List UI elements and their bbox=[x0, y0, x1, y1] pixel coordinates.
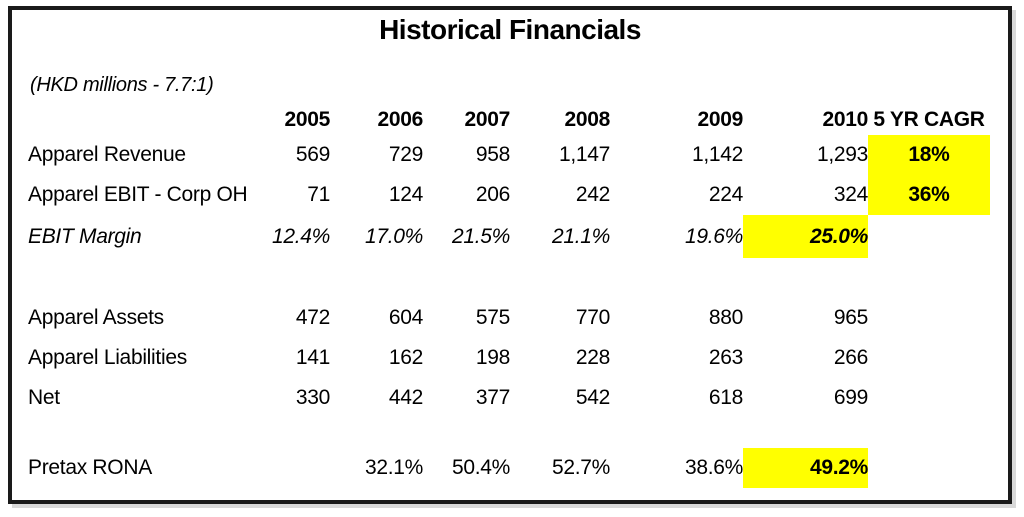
value-cell: 472 bbox=[295, 306, 330, 329]
year-header-2008: 2008 bbox=[564, 107, 610, 131]
row-apparel-liabilities: Apparel Liabilities 141 162 198 228 263 … bbox=[28, 338, 990, 378]
value-cell bbox=[270, 448, 330, 488]
historical-financials-table: 2005 2006 2007 2008 2009 2010 5 YR CAGR … bbox=[28, 104, 990, 488]
row-apparel-revenue: Apparel Revenue 569 729 958 1,147 1,142 … bbox=[28, 135, 990, 175]
rona-highlight-cell: 49.2% bbox=[743, 448, 868, 488]
year-header-2007: 2007 bbox=[464, 107, 510, 131]
header-spacer bbox=[28, 104, 270, 135]
row-label: Net bbox=[28, 386, 60, 409]
value-cell: 880 bbox=[708, 306, 743, 329]
value-cell: 263 bbox=[708, 346, 743, 369]
value-cell: 442 bbox=[388, 386, 423, 409]
year-header-2005: 2005 bbox=[284, 107, 330, 131]
year-header-row: 2005 2006 2007 2008 2009 2010 5 YR CAGR bbox=[28, 104, 990, 135]
value-cell: 21.5% bbox=[451, 224, 510, 248]
value-cell: 266 bbox=[833, 346, 868, 369]
value-cell: 1,142 bbox=[691, 143, 743, 166]
row-label: Apparel Revenue bbox=[28, 143, 186, 166]
value-cell: 198 bbox=[475, 346, 510, 369]
value-cell: 242 bbox=[575, 183, 610, 206]
value-cell: 770 bbox=[575, 306, 610, 329]
row-ebit-margin: EBIT Margin 12.4% 17.0% 21.5% 21.1% 19.6… bbox=[28, 215, 990, 258]
value-cell: 1,293 bbox=[816, 143, 868, 166]
spacer-row bbox=[28, 258, 990, 298]
value-cell bbox=[868, 378, 990, 418]
row-net: Net 330 442 377 542 618 699 bbox=[28, 378, 990, 418]
row-label: Apparel EBIT - Corp OH bbox=[28, 183, 248, 206]
row-pretax-rona: Pretax RONA 32.1% 50.4% 52.7% 38.6% 49.2… bbox=[28, 448, 990, 488]
units-note: (HKD millions - 7.7:1) bbox=[30, 74, 214, 96]
cagr-highlight-cell: 36% bbox=[868, 175, 990, 215]
row-label: Apparel Liabilities bbox=[28, 346, 187, 369]
value-cell: 958 bbox=[475, 143, 510, 166]
year-header-2010: 2010 bbox=[822, 107, 868, 131]
value-cell: 21.1% bbox=[551, 224, 610, 248]
value-cell bbox=[868, 215, 990, 258]
value-cell: 141 bbox=[295, 346, 330, 369]
value-cell: 12.4% bbox=[271, 224, 330, 248]
year-header-2009: 2009 bbox=[697, 107, 743, 131]
cagr-highlight-cell: 18% bbox=[868, 135, 990, 175]
value-cell: 50.4% bbox=[451, 456, 510, 479]
value-cell: 38.6% bbox=[684, 456, 743, 479]
value-cell: 604 bbox=[388, 306, 423, 329]
value-cell: 162 bbox=[388, 346, 423, 369]
row-apparel-ebit: Apparel EBIT - Corp OH 71 124 206 242 22… bbox=[28, 175, 990, 215]
table-border-frame: Historical Financials (HKD millions - 7.… bbox=[8, 6, 1012, 504]
value-cell: 377 bbox=[475, 386, 510, 409]
row-label: Pretax RONA bbox=[28, 456, 152, 479]
value-cell: 575 bbox=[475, 306, 510, 329]
value-cell: 569 bbox=[295, 143, 330, 166]
value-cell: 32.1% bbox=[364, 456, 423, 479]
value-cell: 324 bbox=[833, 183, 868, 206]
value-cell: 1,147 bbox=[558, 143, 610, 166]
value-cell: 52.7% bbox=[551, 456, 610, 479]
value-cell: 206 bbox=[475, 183, 510, 206]
value-cell: 618 bbox=[708, 386, 743, 409]
row-apparel-assets: Apparel Assets 472 604 575 770 880 965 bbox=[28, 298, 990, 338]
value-cell: 330 bbox=[295, 386, 330, 409]
value-cell: 699 bbox=[833, 386, 868, 409]
value-cell bbox=[868, 448, 990, 488]
value-cell: 71 bbox=[307, 183, 330, 206]
value-cell: 965 bbox=[833, 306, 868, 329]
margin-highlight-cell: 25.0% bbox=[743, 215, 868, 258]
value-cell bbox=[868, 298, 990, 338]
cagr-header: 5 YR CAGR bbox=[873, 107, 985, 131]
value-cell: 17.0% bbox=[364, 224, 423, 248]
value-cell: 19.6% bbox=[684, 224, 743, 248]
value-cell: 228 bbox=[575, 346, 610, 369]
value-cell: 729 bbox=[388, 143, 423, 166]
page-title: Historical Financials bbox=[379, 14, 641, 45]
value-cell: 542 bbox=[575, 386, 610, 409]
row-label: Apparel Assets bbox=[28, 306, 164, 329]
year-header-2006: 2006 bbox=[377, 107, 423, 131]
row-label: EBIT Margin bbox=[28, 224, 142, 248]
value-cell bbox=[868, 338, 990, 378]
spacer-row bbox=[28, 418, 990, 448]
value-cell: 124 bbox=[388, 183, 423, 206]
value-cell: 224 bbox=[708, 183, 743, 206]
